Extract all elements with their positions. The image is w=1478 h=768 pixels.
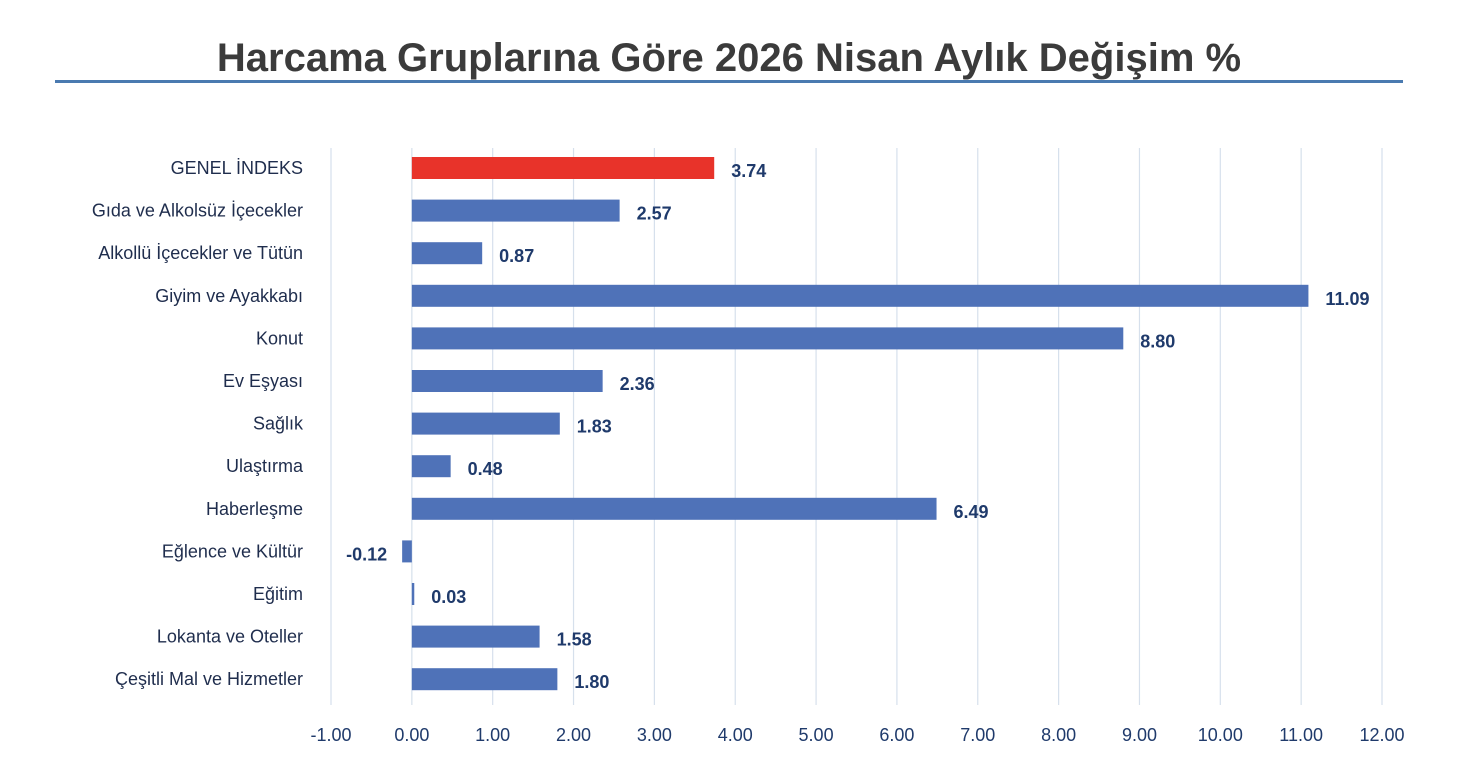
data-label: 1.80 — [574, 672, 609, 692]
bar — [411, 625, 540, 648]
bar — [411, 668, 558, 691]
x-tick-label: 0.00 — [394, 725, 429, 745]
x-axis-ticks: -1.00 0.00 1.00 2.00 3.00 4.00 5.00 6.00 7.00 8.0… — [310, 725, 1404, 745]
x-tick-label: 6.00 — [879, 725, 914, 745]
bar — [411, 284, 1309, 307]
x-tick-label: 1.00 — [475, 725, 510, 745]
data-label: 8.80 — [1140, 331, 1175, 351]
bar — [411, 583, 415, 605]
data-label: 0.03 — [431, 587, 466, 607]
data-label: 0.48 — [468, 459, 503, 479]
category-label: Haberleşme — [206, 499, 303, 519]
category-labels: GENEL İNDEKS Gıda ve Alkolsüz İçecekler Al… — [92, 158, 304, 689]
category-label: Konut — [256, 328, 303, 348]
category-label: Lokanta ve Oteller — [157, 627, 303, 647]
data-label: 6.49 — [954, 502, 989, 522]
x-tick-label: 8.00 — [1041, 725, 1076, 745]
bar — [402, 540, 412, 563]
category-label: Gıda ve Alkolsüz İçecekler — [92, 201, 303, 221]
x-tick-label: 2.00 — [556, 725, 591, 745]
data-label: 11.09 — [1325, 289, 1369, 309]
data-label: 1.83 — [577, 417, 612, 437]
x-tick-label: 9.00 — [1122, 725, 1157, 745]
category-label: Ev Eşyası — [223, 371, 303, 391]
category-label: Giyim ve Ayakkabı — [155, 286, 303, 306]
category-label: Sağlık — [253, 414, 304, 434]
x-tick-label: 4.00 — [718, 725, 753, 745]
bar — [411, 412, 560, 435]
x-tick-label: 11.00 — [1279, 725, 1323, 745]
bar — [411, 199, 620, 222]
data-label: 2.36 — [620, 374, 655, 394]
x-tick-label: 10.00 — [1198, 725, 1243, 745]
bars — [402, 157, 1309, 691]
category-label: Çeşitli Mal ve Hizmetler — [115, 669, 303, 689]
chart-title: Harcama Gruplarına Göre 2026 Nisan Aylık… — [216, 36, 1242, 80]
category-label: Eğitim — [253, 584, 303, 604]
data-label: 1.58 — [557, 630, 592, 650]
category-label: Alkollü İçecekler ve Tütün — [98, 243, 303, 263]
x-tick-label: -1.00 — [310, 725, 351, 745]
x-tick-label: 12.00 — [1359, 725, 1404, 745]
x-tick-label: 7.00 — [960, 725, 995, 745]
bar — [411, 327, 1124, 350]
bar — [411, 455, 451, 478]
x-tick-label: 3.00 — [637, 725, 672, 745]
x-tick-label: 5.00 — [799, 725, 834, 745]
data-label: 0.87 — [499, 246, 534, 266]
data-label: 2.57 — [637, 204, 672, 224]
bar — [411, 242, 483, 265]
bar — [411, 497, 937, 520]
category-label: Ulaştırma — [226, 456, 304, 476]
title-underline — [55, 80, 1403, 83]
bar — [411, 157, 715, 179]
gridlines — [330, 148, 1383, 705]
value-labels: 3.74 2.57 0.87 11.09 8.80 2.36 1.83 0.48 6.49 -0.… — [346, 161, 1369, 692]
data-label: 3.74 — [731, 161, 766, 181]
bar — [411, 370, 603, 392]
data-label: -0.12 — [346, 544, 387, 564]
category-label: GENEL İNDEKS — [171, 158, 303, 178]
category-label: Eğlence ve Kültür — [162, 541, 303, 561]
